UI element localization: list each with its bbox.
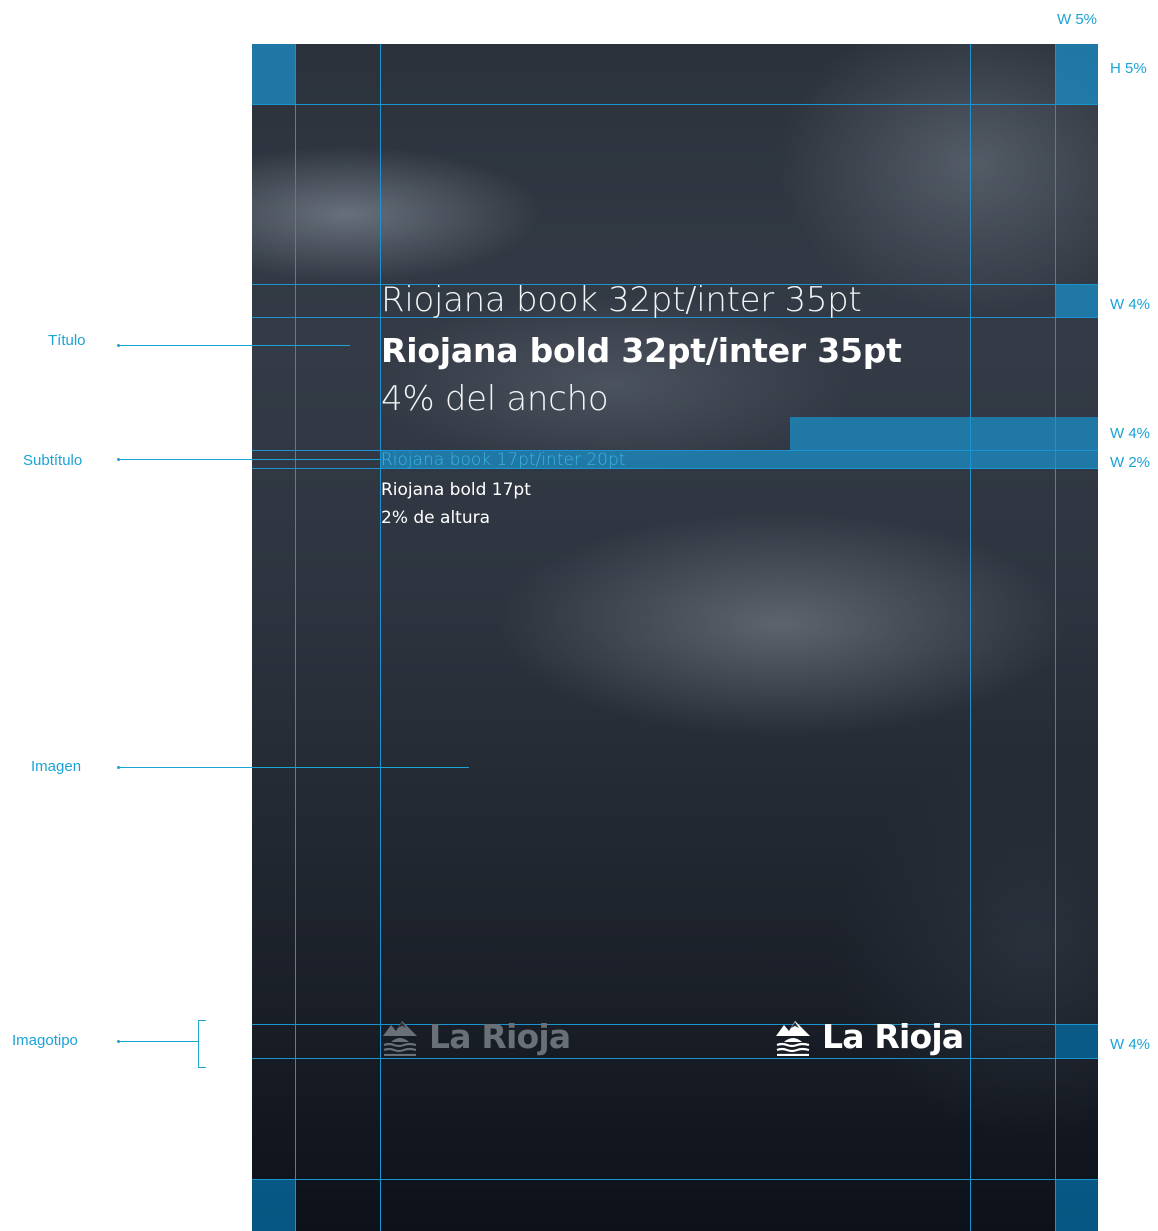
annotation-imagen-leader [118,767,469,768]
guide-horizontal-top-margin [252,104,1098,105]
annotation-subtitulo: Subtítulo [23,452,83,469]
logo-grey-wordmark: La Rioja [429,1016,571,1056]
margin-block-bottom-right [1055,1179,1098,1231]
guide-vertical-outer-left [295,44,296,1231]
annotation-titulo: Título [48,332,86,349]
annotation-subtitle-gap: W 4% [1110,425,1151,442]
la-rioja-mountain-icon [383,1021,417,1056]
annotation-subtitulo-leader [118,459,380,460]
title-line-book: Riojana book 32pt/inter 35pt [381,280,862,320]
annotation-imagotipo: Imagotipo [12,1032,78,1049]
guide-horizontal-subtitle-top [252,450,1098,451]
guide-horizontal-logo-top [252,1024,1098,1025]
annotation-imagen: Imagen [31,758,82,775]
annotation-title-band: W 4% [1110,296,1151,313]
subtitle-line-bold: Riojana bold 17pt [381,480,531,500]
guide-horizontal-title-band [252,317,1098,318]
annotation-margin-h: H 5% [1110,60,1147,77]
title-line-bold: Riojana bold 32pt/inter 35pt [381,331,902,370]
annotation-imagotipo-leader [118,1041,198,1042]
annotation-subtitle-band: W 2% [1110,454,1151,471]
la-rioja-logo-white: La Rioja [774,1016,964,1056]
annotation-margin-w: W 5% [1057,11,1098,28]
la-rioja-mountain-icon [776,1021,810,1056]
annotation-imagotipo-bracket [198,1020,206,1068]
subtitle-band-block [380,450,1098,468]
guide-horizontal-title-top [252,284,1098,285]
guide-horizontal-bottom-margin [252,1179,1098,1180]
guide-vertical-inner-left [380,44,381,1231]
annotation-titulo-leader [118,345,350,346]
guide-horizontal-logo-bottom [252,1058,1098,1059]
guide-vertical-outer-right [1055,44,1056,1231]
title-band-block [1055,284,1098,317]
logo-band-block [1055,1024,1098,1058]
subtitle-line-height: 2% de altura [381,508,491,528]
margin-block-top-left [252,44,295,104]
margin-block-top-right [1055,44,1098,104]
guide-vertical-inner-right [970,44,971,1231]
margin-block-bottom-left [252,1179,295,1231]
guide-horizontal-subtitle-bottom [252,468,1098,469]
subtitle-line-book: Riojana book 17pt/inter 20pt [381,450,626,470]
la-rioja-logo-grey: La Rioja [381,1016,571,1056]
logo-white-wordmark: La Rioja [822,1016,964,1056]
annotation-logo-band: W 4% [1110,1036,1151,1053]
subtitle-gap-block [790,417,1098,450]
title-line-width: 4% del ancho [381,379,609,419]
poster-artboard: Riojana book 32pt/inter 35pt Riojana bol… [252,44,1098,1231]
